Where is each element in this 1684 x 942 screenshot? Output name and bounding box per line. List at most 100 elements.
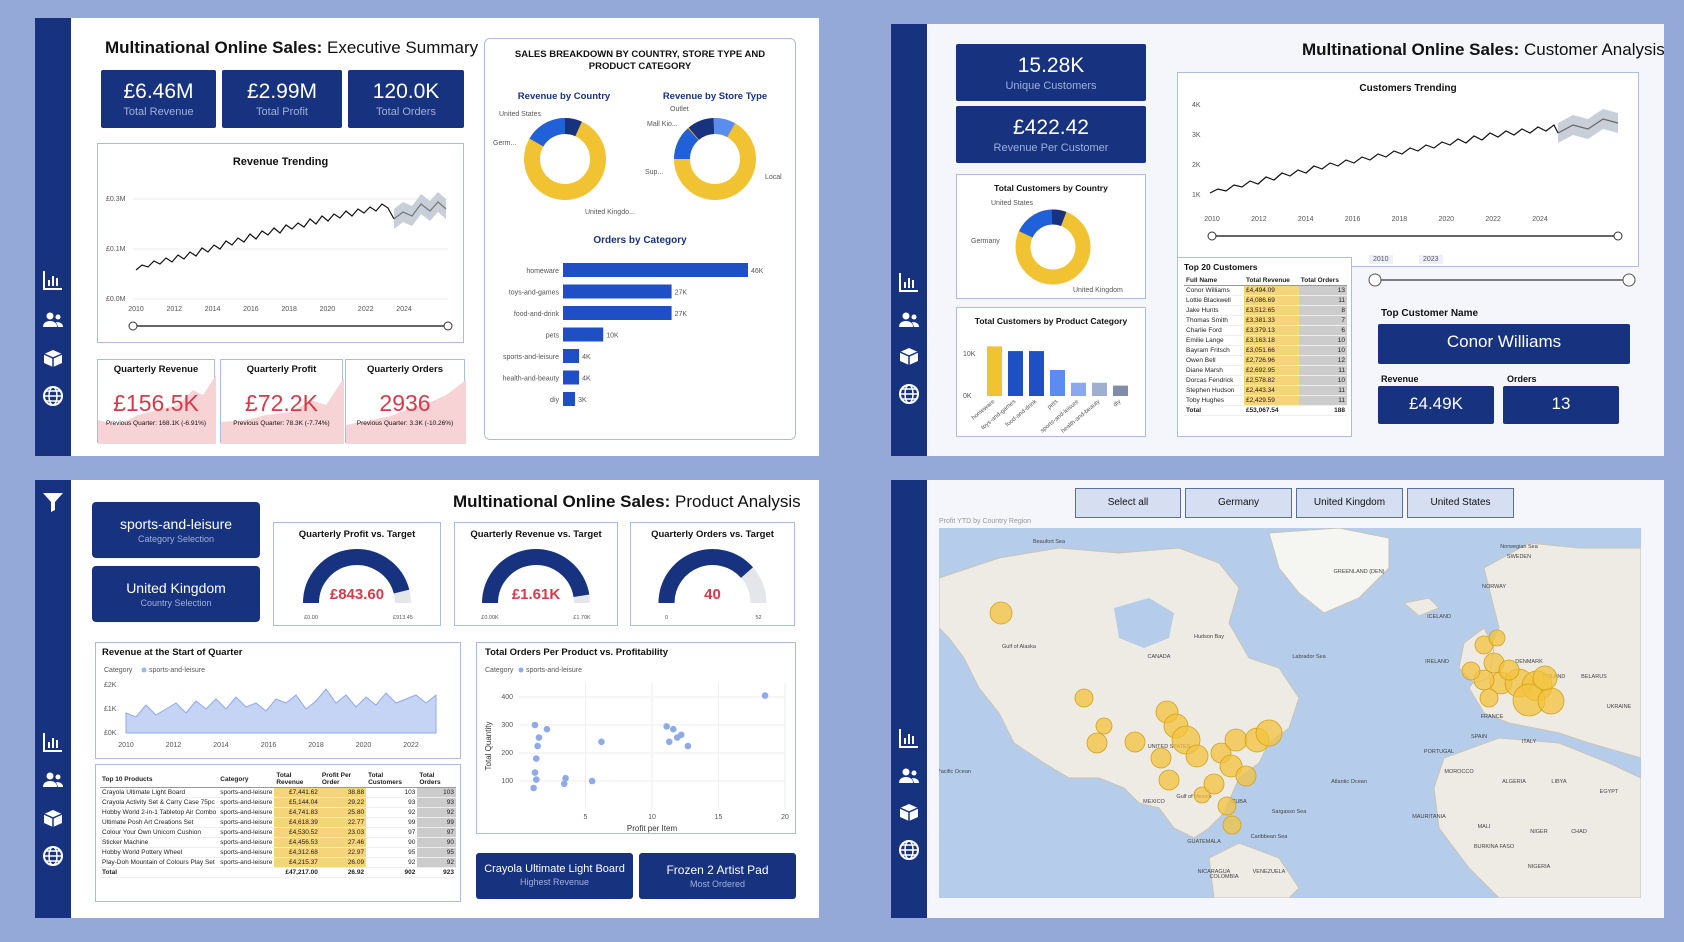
table-row[interactable]: Conor Williams £4,494.09 13 <box>1184 285 1347 296</box>
column-header[interactable]: Total Orders <box>1298 276 1347 286</box>
profit-bubble[interactable] <box>1203 773 1225 795</box>
box-icon[interactable] <box>897 800 921 824</box>
top-20-customers-table[interactable]: Full Name Total Revenue Total Orders Conor … <box>1184 276 1347 416</box>
scatter-point[interactable] <box>534 742 541 750</box>
users-icon[interactable] <box>897 308 921 332</box>
column-header[interactable]: Total Customers <box>366 771 418 788</box>
column-header[interactable]: Total Revenue <box>274 771 320 788</box>
table-row[interactable]: Charlie Ford £3,379.13 6 <box>1184 325 1347 336</box>
users-icon[interactable] <box>897 764 921 788</box>
profit-bubble[interactable] <box>1532 665 1558 691</box>
column-header[interactable]: Profit Per Order <box>319 771 367 788</box>
table-row[interactable]: Sticker Machine sports-and-leisure £4,456.… <box>100 837 456 848</box>
filter-icon[interactable] <box>41 490 65 514</box>
slider-handle-start[interactable] <box>1207 231 1217 241</box>
profit-bubble[interactable] <box>1488 629 1506 647</box>
table-row[interactable]: Hobby World 2-in-1 Tabletop Air Combo spo… <box>100 807 456 818</box>
scatter-point[interactable] <box>531 721 539 729</box>
scatter-point[interactable] <box>761 692 769 699</box>
table-row[interactable]: Dorcas Fendrick £2,578.82 10 <box>1184 375 1347 386</box>
scatter-point[interactable] <box>531 769 539 776</box>
profit-bubble[interactable] <box>1222 815 1242 835</box>
filter-select-all[interactable]: Select all <box>1075 488 1181 518</box>
profit-bubble[interactable] <box>1537 687 1565 715</box>
table-row[interactable]: Crayola Ultimate Light Board sports-and-l… <box>100 787 456 798</box>
scatter-point[interactable] <box>669 725 677 733</box>
table-row[interactable]: Owen Bell £2,726.96 12 <box>1184 355 1347 366</box>
profit-bubble[interactable] <box>1086 732 1108 754</box>
slider-handle-start[interactable] <box>1368 273 1382 287</box>
profit-bubble[interactable] <box>989 601 1013 625</box>
scatter-point[interactable] <box>532 776 540 783</box>
profit-bubble[interactable] <box>1224 728 1248 752</box>
globe-icon[interactable] <box>41 844 65 868</box>
filter-germany[interactable]: Germany <box>1185 488 1292 518</box>
column-header[interactable]: Total Orders <box>417 771 456 788</box>
table-row[interactable]: Lottie Blackwell £4,086.69 11 <box>1184 295 1347 306</box>
profit-bubble[interactable] <box>1158 769 1180 791</box>
world-map[interactable]: CANADA UNITED STATES Hudson Bay Gulf of Ala… <box>939 528 1641 898</box>
slider-to-label[interactable]: 2023 <box>1419 255 1443 264</box>
column-header[interactable]: Total Revenue <box>1243 276 1299 286</box>
table-row[interactable]: Play-Doh Mountain of Colours Play Set spo… <box>100 857 456 868</box>
table-row[interactable]: Toby Hughes £2,429.59 11 <box>1184 395 1347 406</box>
table-row[interactable]: Emilie Lange £3,163.18 10 <box>1184 335 1347 346</box>
column-header[interactable]: Full Name <box>1184 276 1244 286</box>
profit-bubble[interactable] <box>1074 688 1094 708</box>
table-row[interactable]: Diane Marsh £2,692.95 11 <box>1184 365 1347 376</box>
scatter-point[interactable] <box>532 755 540 762</box>
bar-chart-icon[interactable] <box>41 268 65 292</box>
slider-handle-start[interactable] <box>128 321 138 331</box>
table-row[interactable]: Hobby World Pottery Wheel sports-and-leis… <box>100 847 456 858</box>
table-row[interactable]: Jake Hunts £3,512.65 8 <box>1184 305 1347 316</box>
profit-bubble[interactable] <box>1255 719 1283 747</box>
globe-icon[interactable] <box>897 382 921 406</box>
country-selection[interactable]: United Kingdom Country Selection <box>92 566 260 622</box>
globe-icon[interactable] <box>897 838 921 862</box>
scatter-point[interactable] <box>535 734 543 741</box>
box-icon[interactable] <box>897 344 921 368</box>
slider-handle-end[interactable] <box>443 321 453 331</box>
scatter-point[interactable] <box>665 738 673 746</box>
bar-chart-icon[interactable] <box>897 726 921 750</box>
users-icon[interactable] <box>41 308 65 332</box>
profit-bubble[interactable] <box>1124 731 1146 753</box>
scatter-point[interactable] <box>677 731 685 739</box>
scatter-point[interactable] <box>543 725 551 733</box>
scatter-point[interactable] <box>560 780 568 788</box>
box-icon[interactable] <box>41 346 65 370</box>
profit-bubble[interactable] <box>1235 765 1257 787</box>
scatter-point[interactable] <box>562 774 569 782</box>
category-selection[interactable]: sports-and-leisure Category Selection <box>92 502 260 558</box>
table-row[interactable]: Thomas Smith £3,381.33 7 <box>1184 315 1347 326</box>
table-row[interactable]: Ultimate Posh Art Creations Set sports-an… <box>100 817 456 828</box>
table-row[interactable]: Colour Your Own Unicorn Cushion sports-an… <box>100 827 456 838</box>
filter-united-states[interactable]: United States <box>1407 488 1514 518</box>
scatter-point[interactable] <box>530 784 537 792</box>
scatter-point[interactable] <box>598 738 605 746</box>
scatter-point[interactable] <box>663 723 670 730</box>
profit-bubble[interactable] <box>1461 661 1481 681</box>
profit-bubble[interactable] <box>1479 688 1499 708</box>
scatter-point[interactable] <box>684 742 692 750</box>
column-header[interactable]: Category <box>218 771 275 788</box>
bar-chart-icon[interactable] <box>41 730 65 754</box>
table-row[interactable]: Bayram Fritsch £3,051.66 10 <box>1184 345 1347 356</box>
profit-bubble[interactable] <box>1150 747 1172 769</box>
filter-united-kingdom[interactable]: United Kingdom <box>1296 488 1403 518</box>
top-10-products-table[interactable]: Top 10 Products Category Total Revenue Prof… <box>100 771 456 878</box>
profit-bubble[interactable] <box>1185 744 1209 768</box>
profit-bubble[interactable] <box>1219 754 1243 778</box>
box-icon[interactable] <box>41 806 65 830</box>
year-slider[interactable] <box>1367 272 1637 288</box>
scatter-point[interactable] <box>588 777 596 785</box>
slider-handle-end[interactable] <box>1622 273 1636 287</box>
slider-handle-end[interactable] <box>1613 231 1623 241</box>
table-row[interactable]: Crayola Activity Set & Carry Case 75pc sp… <box>100 797 456 808</box>
profit-bubble[interactable] <box>1193 786 1211 804</box>
globe-icon[interactable] <box>41 384 65 408</box>
users-icon[interactable] <box>41 768 65 792</box>
profit-bubble[interactable] <box>1217 796 1237 816</box>
profit-bubble[interactable] <box>1095 717 1113 735</box>
table-row[interactable]: Stephen Hudson £2,443.34 11 <box>1184 385 1347 396</box>
